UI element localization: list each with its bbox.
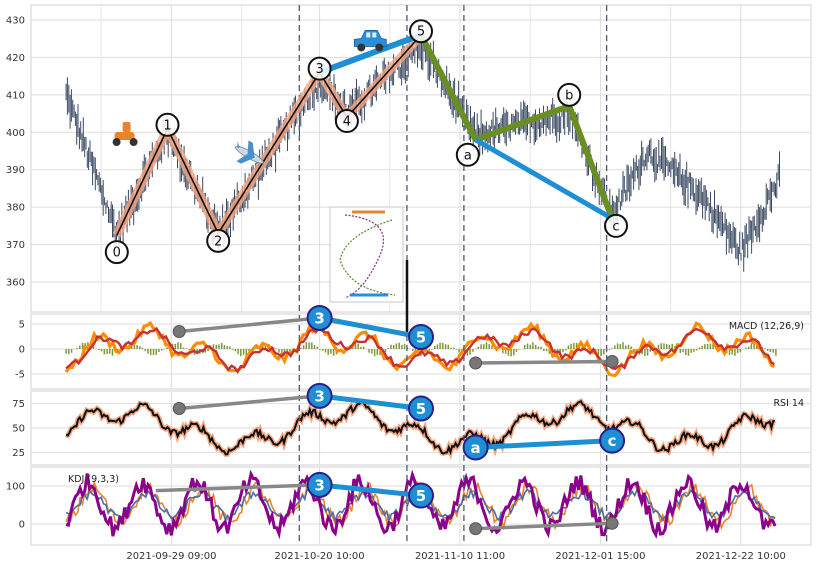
blue-divergence-line — [319, 315, 422, 340]
y-tick-label: 0 — [19, 345, 25, 356]
gray-divergence-line — [179, 316, 320, 334]
wave-overlay — [104, 5, 628, 545]
blue-divergence-line — [319, 482, 422, 499]
x-tick-label: 2021-11-10 11:00 — [415, 551, 505, 562]
badge-label: a — [471, 439, 481, 457]
y-tick-label: 410 — [6, 90, 25, 101]
badge-circle — [408, 395, 434, 422]
gray-dot — [605, 516, 619, 530]
gray-divergence-line — [475, 521, 613, 531]
rsi-line — [65, 400, 776, 456]
macd-signal-line — [65, 326, 775, 375]
y-tick-label: 390 — [6, 165, 25, 176]
gray-divergence-line — [179, 394, 320, 411]
blue-wave-3-5 — [318, 32, 423, 76]
wave-marker — [455, 142, 480, 167]
wave-marker — [557, 82, 582, 107]
wave-label: 4 — [343, 115, 351, 130]
badge-circle — [599, 427, 626, 454]
x-tick-label: 2021-12-01 15:00 — [555, 551, 645, 562]
y-tick-label: 360 — [6, 278, 25, 289]
green-wave-5-a — [418, 33, 479, 142]
wave-marker — [307, 56, 332, 81]
wave-marker — [104, 240, 129, 265]
y-tick-label: 0 — [19, 520, 25, 531]
blue-divergence-line — [475, 438, 613, 450]
wave-label: b — [565, 88, 573, 103]
wave-marker — [155, 112, 180, 137]
indicator-label-kdj: KDJ (9,3,3) — [68, 474, 119, 485]
badge-label: 3 — [314, 310, 324, 328]
badge-label: 5 — [416, 400, 426, 418]
badge-circle — [306, 471, 333, 498]
green-wave-a-b — [474, 103, 571, 143]
airplane-icon — [235, 140, 264, 164]
inset-diagram — [329, 206, 404, 303]
badge-circle — [462, 434, 489, 461]
wave-label: 1 — [163, 118, 171, 133]
gray-dot — [469, 522, 483, 536]
gray-dot — [469, 356, 483, 370]
badge-label: 5 — [416, 329, 426, 347]
gray-divergence-line — [475, 359, 613, 365]
wave-label: c — [612, 219, 619, 234]
badge-label: 5 — [416, 487, 426, 505]
indicator-label-macd: MACD (12,26,9) — [729, 321, 804, 332]
wave-marker — [334, 109, 359, 134]
panel-frames — [30, 4, 812, 546]
x-tick-label: 2021-09-29 09:00 — [126, 551, 216, 562]
badge-circle — [408, 482, 434, 509]
wave-marker — [409, 19, 433, 44]
scooter-icon — [112, 122, 138, 147]
wave-label: 5 — [417, 25, 425, 40]
badge-circle — [306, 305, 333, 331]
y-tick-label: 50 — [12, 424, 25, 435]
badge-label: 3 — [314, 476, 324, 494]
green-wave-b-c — [566, 105, 615, 220]
y-tick-label: 5 — [19, 320, 25, 331]
wave-marker — [604, 213, 628, 238]
chart-text: 360370380390400410420430-505255075010020… — [6, 15, 804, 562]
wave-label: a — [464, 148, 472, 163]
indicator-label-rsi: RSI 14 — [773, 398, 804, 409]
car-icon — [353, 30, 387, 52]
badge-circle — [408, 324, 434, 350]
y-tick-label: 25 — [12, 448, 25, 459]
x-tick-label: 2021-10-20 10:00 — [275, 551, 365, 562]
wave-label: 3 — [315, 62, 323, 77]
badge-circle — [306, 382, 333, 409]
y-tick-label: 420 — [6, 53, 25, 64]
y-tick-label: 75 — [12, 399, 25, 410]
wave-label: 0 — [113, 246, 121, 261]
blue-wave-a-c — [474, 137, 614, 221]
y-tick-label: 400 — [6, 128, 25, 139]
y-tick-label: 100 — [6, 482, 25, 493]
gray-dot — [605, 355, 619, 368]
x-tick-label: 2021-12-22 10:00 — [696, 551, 786, 562]
badge-label: 3 — [314, 387, 324, 405]
impulse-line — [116, 34, 422, 236]
gray-dot — [172, 402, 186, 416]
y-tick-label: 370 — [6, 240, 25, 251]
gray-dot — [172, 325, 186, 338]
y-tick-label: 430 — [6, 15, 25, 26]
y-tick-label: -5 — [15, 370, 25, 381]
wave-label: 2 — [214, 234, 222, 249]
wave-marker — [206, 228, 231, 253]
gray-divergence-line — [155, 483, 320, 493]
badge-label: c — [608, 432, 617, 450]
y-tick-label: 380 — [6, 203, 25, 214]
blue-divergence-line — [319, 393, 422, 412]
